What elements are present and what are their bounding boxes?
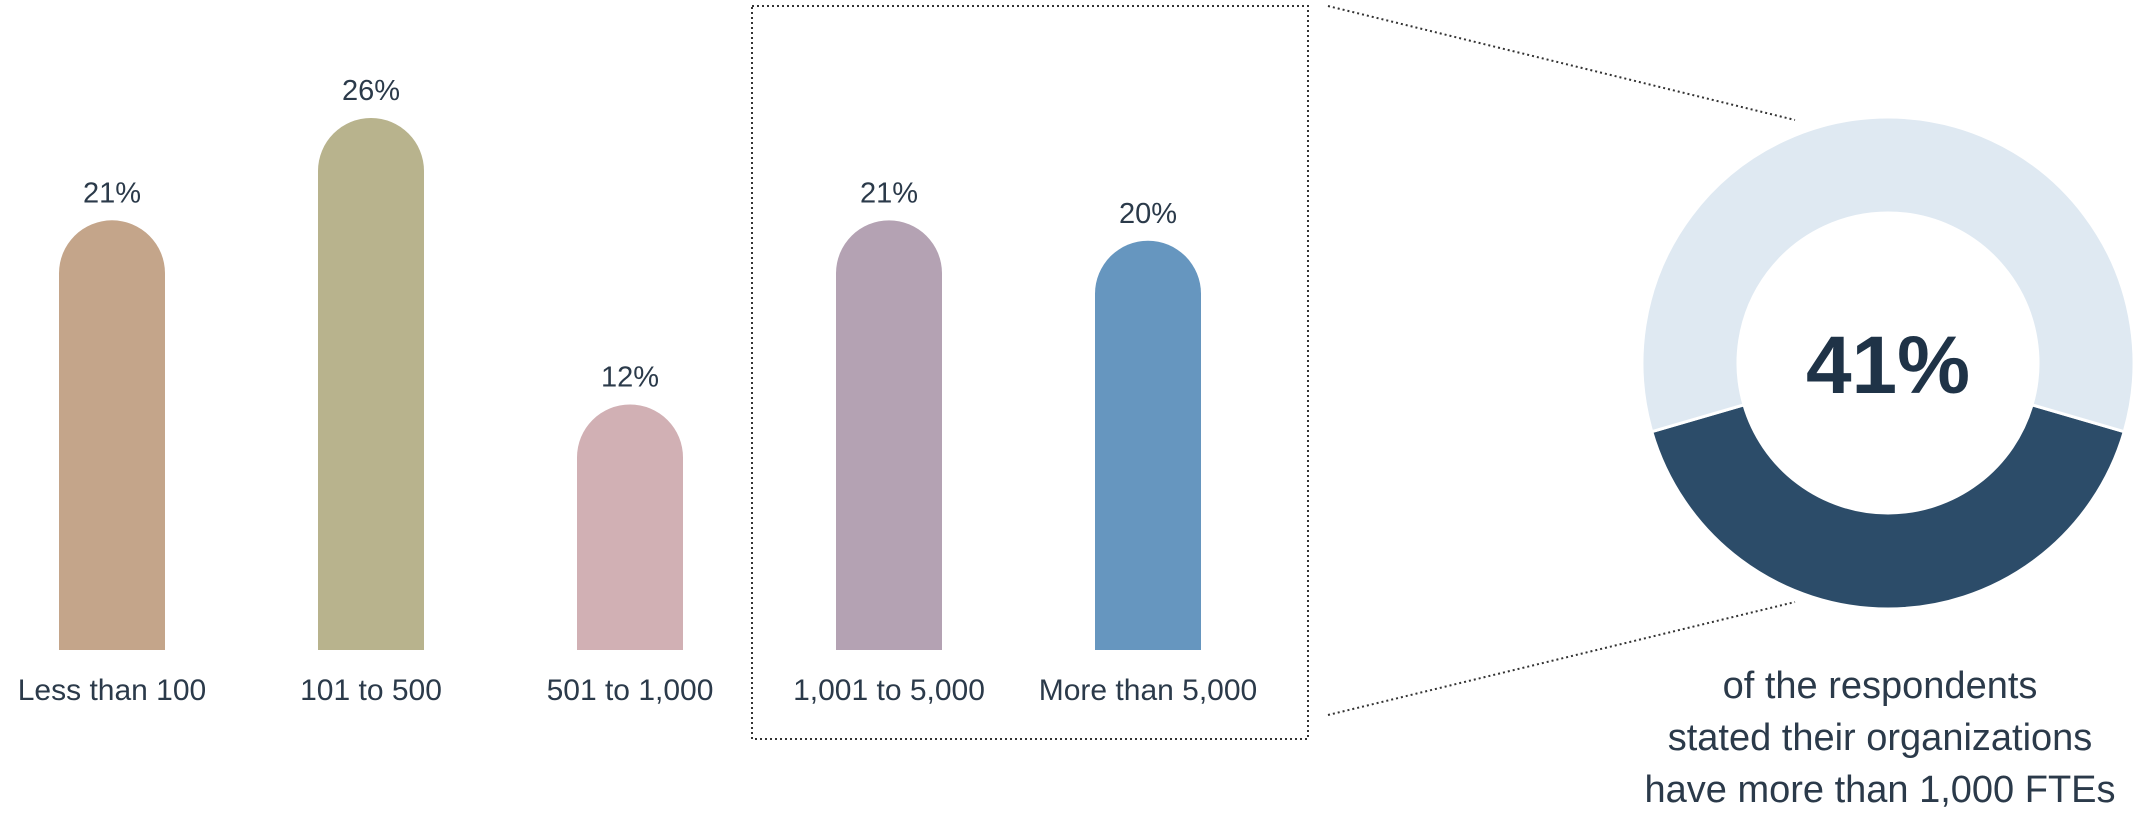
bar-1 xyxy=(59,220,165,650)
donut-caption: of the respondents stated their organiza… xyxy=(1620,660,2140,816)
bar-value-label-3: 12% xyxy=(601,361,659,393)
caption-line-1: of the respondents xyxy=(1722,665,2038,707)
category-label-4: 1,001 to 5,000 xyxy=(793,674,985,707)
bar-5 xyxy=(1095,240,1201,650)
caption-line-2: stated their organizations xyxy=(1667,717,2093,759)
bars-group: 21% Less than 100 26% 101 to 500 12% 501 to 1… xyxy=(18,75,1257,707)
category-label-3: 501 to 1,000 xyxy=(547,674,714,707)
donut-group: 41% xyxy=(1640,115,2136,611)
donut-slice-2 xyxy=(1640,115,2136,434)
category-label-2: 101 to 500 xyxy=(300,674,442,707)
bar-2 xyxy=(318,118,424,650)
highlight-box xyxy=(751,5,1309,740)
bar-4 xyxy=(836,220,942,650)
connector-line-bottom xyxy=(1327,601,1796,716)
bar-value-label-5: 20% xyxy=(1119,198,1177,230)
category-label-1: Less than 100 xyxy=(18,674,206,707)
bar-3 xyxy=(577,404,683,650)
donut-center-label: 41% xyxy=(1806,320,1970,411)
highlight-group xyxy=(751,5,1796,740)
connector-line-top xyxy=(1327,5,1796,121)
bar-value-label-2: 26% xyxy=(342,75,400,107)
caption-line-3: have more than 1,000 FTEs xyxy=(1644,769,2116,811)
donut-slice-1 xyxy=(1649,402,2127,611)
bar-value-label-4: 21% xyxy=(860,177,918,209)
category-label-5: More than 5,000 xyxy=(1039,674,1257,707)
bar-value-label-1: 21% xyxy=(83,177,141,209)
